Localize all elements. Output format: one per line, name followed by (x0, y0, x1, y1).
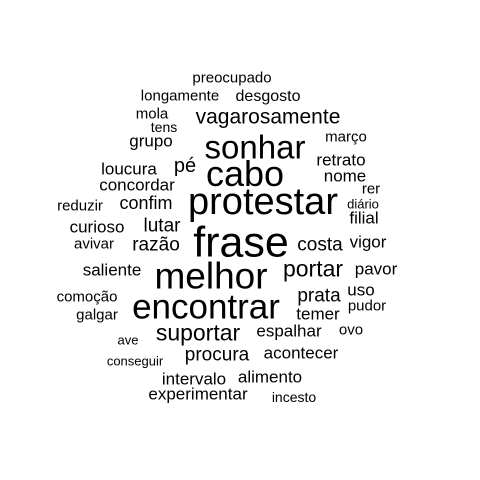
word-diario: diário (347, 196, 379, 212)
word-incesto: incesto (271, 389, 317, 405)
word-avivar: avivar (73, 235, 115, 253)
word-lutar: lutar (143, 215, 181, 237)
word-cabo: cabo (205, 153, 285, 194)
word-alimento: alimento (237, 367, 303, 387)
word-temer: temer (296, 304, 340, 324)
word-nome: nome (323, 166, 367, 186)
word-portar: portar (282, 255, 344, 282)
word-ave: ave (117, 332, 139, 348)
word-encontrar: encontrar (132, 287, 280, 327)
word-grupo: grupo (129, 131, 173, 151)
word-espalhar: espalhar (256, 321, 322, 341)
word-filial: filial (349, 208, 379, 228)
word-sonhar: sonhar (204, 128, 306, 166)
word-retrato: retrato (316, 150, 366, 170)
word-tens: tens (150, 119, 178, 135)
word-pudor: pudor (347, 297, 387, 315)
word-suportar: suportar (155, 319, 241, 346)
word-experimentar: experimentar (148, 384, 248, 404)
word-vigor: vigor (349, 232, 387, 252)
word-galgar: galgar (76, 306, 118, 324)
word-comocao: comoção (56, 288, 118, 306)
word-pe: pé (173, 155, 197, 177)
word-conseguir: conseguir (106, 353, 164, 369)
word-rer: rer (361, 180, 381, 198)
word-mola: mola (135, 105, 169, 123)
word-reduzir: reduzir (57, 197, 103, 215)
word-uso: uso (347, 280, 375, 300)
word-longamente: longamente (140, 87, 220, 105)
word-marco: março (325, 128, 367, 146)
word-procura: procura (184, 344, 250, 366)
word-acontecer: acontecer (263, 343, 339, 363)
word-intervalo: intervalo (161, 369, 227, 389)
word-protestar: protestar (188, 181, 338, 223)
word-razao: razão (132, 234, 180, 256)
word-pavor: pavor (354, 259, 398, 279)
word-preocupado: preocupado (192, 69, 272, 87)
word-ovo: ovo (338, 321, 364, 339)
word-prata: prata (297, 285, 341, 307)
word-concordar: concordar (99, 175, 175, 195)
word-vagarosamente: vagarosamente (195, 105, 341, 129)
word-frase: frase (193, 218, 289, 267)
word-saliente: saliente (82, 260, 142, 280)
word-loucura: loucura (101, 159, 157, 179)
word-costa: costa (297, 234, 343, 256)
word-desgosto: desgosto (235, 88, 301, 105)
word-confim: confim (119, 193, 173, 213)
word-melhor: melhor (154, 255, 268, 297)
word-curioso: curioso (69, 217, 125, 237)
